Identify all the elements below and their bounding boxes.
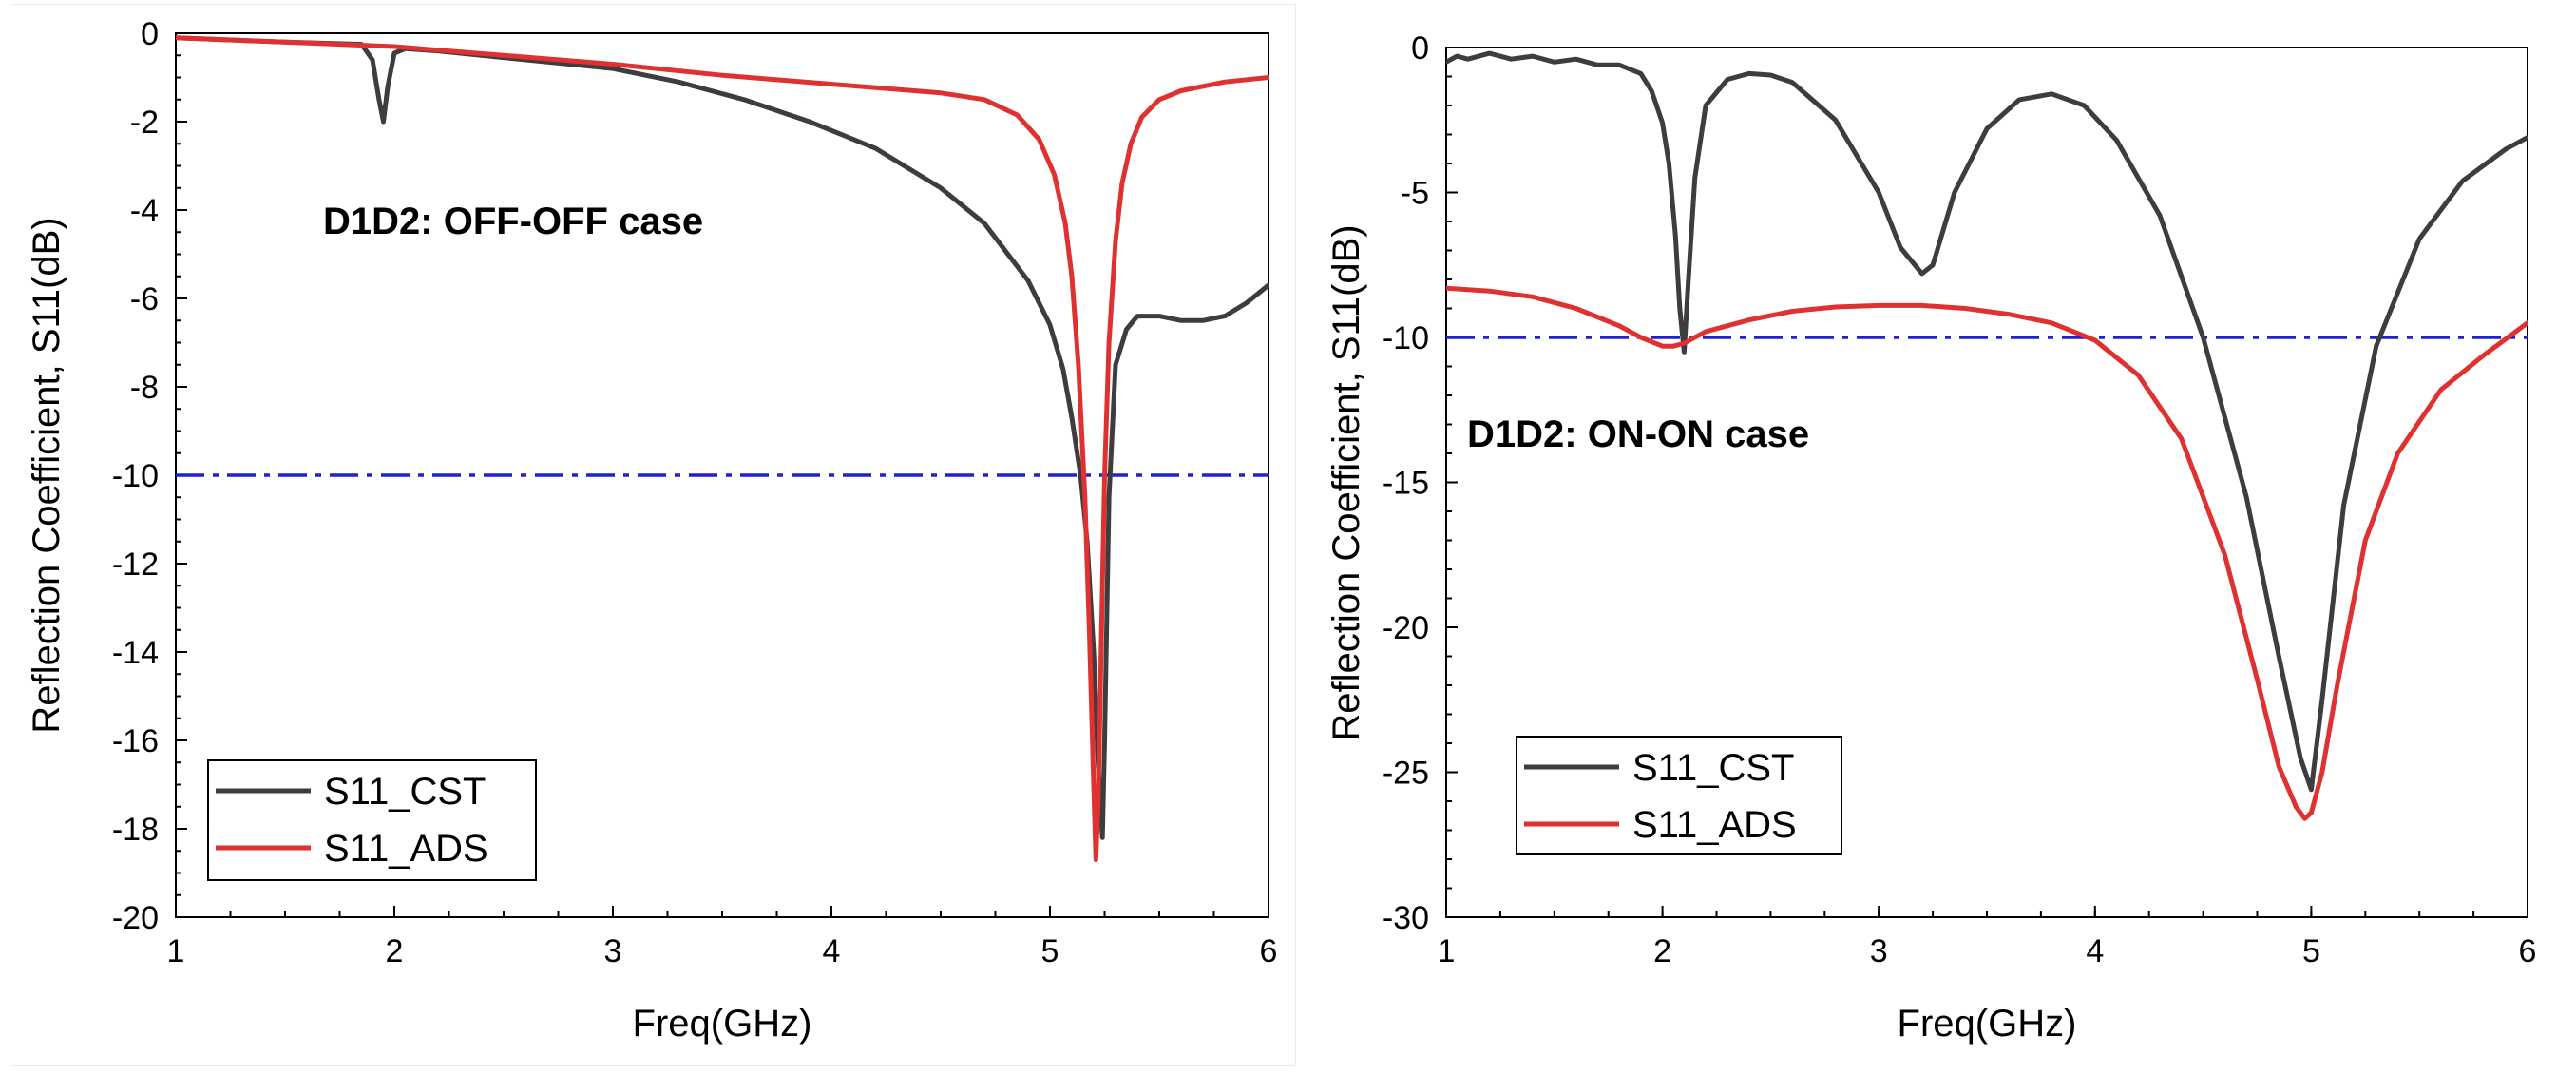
- x-tick-label: 4: [2086, 933, 2104, 969]
- panel-frame: [10, 4, 1296, 1066]
- x-axis-title: Freq(GHz): [1898, 1003, 2077, 1045]
- legend-label: S11_ADS: [324, 828, 488, 870]
- case-annotation: D1D2: ON-ON case: [1467, 413, 1809, 455]
- y-tick-label: -5: [1401, 176, 1429, 212]
- x-tick-label: 1: [167, 933, 185, 969]
- series-line-s11-cst: [1446, 50, 2528, 793]
- legend-label: S11_CST: [324, 771, 486, 813]
- legend-label: S11_CST: [1632, 747, 1794, 789]
- x-axis-title: Freq(GHz): [633, 1003, 812, 1045]
- legend-box: [1516, 736, 1842, 855]
- y-tick-label: -20: [1383, 610, 1429, 646]
- chart-on-on: 1 2 3 4 5 6 0 -5 -10 -15 -20 -25 -30 Freq(GHz) Reflect…: [1326, 30, 2537, 1045]
- y-tick-label: -8: [130, 370, 159, 406]
- y-tick-label: -15: [1383, 466, 1429, 502]
- y-tick-label: 0: [141, 16, 159, 52]
- y-tick-label: -10: [112, 458, 159, 494]
- series-line-s11-ads: [1446, 285, 2528, 821]
- legend-box: [207, 759, 537, 881]
- y-tick-label: -18: [112, 812, 159, 848]
- y-tick-label: -16: [112, 723, 159, 759]
- chart-panel-on-on: 1 2 3 4 5 6 0 -5 -10 -15 -20 -25 -30 Freq(GHz) Reflect…: [1302, 0, 2576, 1074]
- series-line-s11-ads: [176, 35, 1269, 862]
- x-tick-label: 6: [2519, 933, 2537, 969]
- y-tick-label: -30: [1383, 900, 1429, 936]
- y-tick-label: 0: [1411, 30, 1429, 67]
- y-axis-title: Reflection Coefficient, S11(dB): [26, 217, 67, 733]
- x-tick-label: 6: [1260, 933, 1278, 969]
- x-tick-label: 3: [604, 933, 622, 969]
- series-line-s11-cst: [176, 35, 1269, 840]
- y-axis-title: Reflection Coefficient, S11(dB): [1326, 224, 1367, 740]
- x-tick-label: 3: [1870, 933, 1888, 969]
- y-tick-label: -25: [1383, 756, 1429, 792]
- y-tick-label: -10: [1383, 320, 1429, 356]
- chart-off-off: 1 2 3 4 5 6 0 -2 -4 -6 -8 -10 -12 -14 -16 -18 -20 Freq(GH…: [26, 16, 1278, 1045]
- chart-panel-off-off: 1 2 3 4 5 6 0 -2 -4 -6 -8 -10 -12 -14 -16 -18 -20 Freq(GH…: [10, 4, 1296, 1066]
- legend-label: S11_ADS: [1632, 804, 1797, 846]
- x-tick-label: 4: [823, 933, 841, 969]
- y-tick-label: -2: [130, 105, 159, 141]
- x-tick-label: 1: [1438, 933, 1456, 969]
- x-tick-label: 5: [2302, 933, 2320, 969]
- x-tick-label: 2: [386, 933, 404, 969]
- case-annotation: D1D2: OFF-OFF case: [323, 201, 703, 242]
- x-tick-label: 5: [1041, 933, 1059, 969]
- y-tick-label: -12: [112, 547, 159, 583]
- y-tick-label: -14: [112, 635, 159, 671]
- y-tick-label: -20: [112, 900, 159, 936]
- y-tick-label: -6: [130, 281, 159, 317]
- x-tick-label: 2: [1653, 933, 1671, 969]
- y-tick-label: -4: [130, 193, 159, 229]
